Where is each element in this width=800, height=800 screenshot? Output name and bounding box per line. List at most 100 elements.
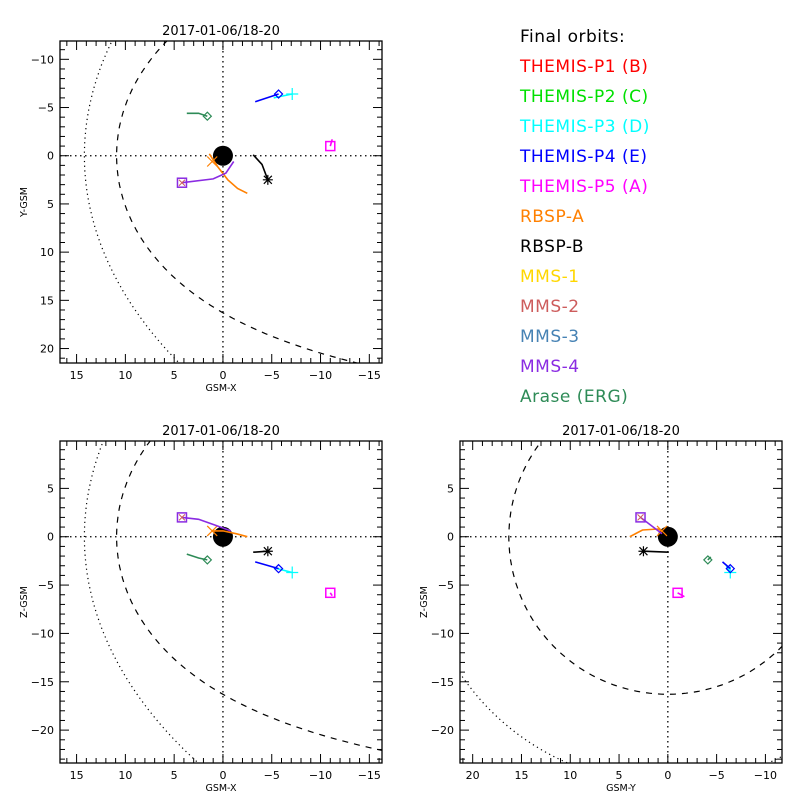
square-marker bbox=[325, 587, 336, 599]
legend-entry: MMS-2 bbox=[520, 297, 580, 317]
panel-xz: 15 10 5 0 −5 −10 −15 5 0 −5 −10 −15 −20 2017-01-06/18… bbox=[19, 424, 383, 794]
y-tick-label: −15 bbox=[31, 676, 54, 689]
x-tick-label: 5 bbox=[171, 769, 178, 782]
legend-entry: THEMIS-P2 (C) bbox=[520, 87, 649, 107]
x-tick-label: −5 bbox=[264, 769, 280, 782]
x-tick-label: 15 bbox=[514, 769, 528, 782]
x-tick-label: −15 bbox=[358, 769, 381, 782]
x-tick-label: 0 bbox=[219, 769, 226, 782]
orbit-track bbox=[629, 528, 663, 538]
panel-title: 2017-01-06/18-20 bbox=[562, 424, 680, 439]
legend-entry: THEMIS-P1 (B) bbox=[520, 57, 649, 77]
plus-marker bbox=[286, 88, 299, 101]
orbit-track bbox=[640, 516, 663, 535]
x-marker bbox=[206, 156, 218, 167]
orbit-track bbox=[212, 530, 248, 538]
x-marker bbox=[206, 525, 218, 537]
x-tick-label: 5 bbox=[616, 769, 623, 782]
x-tick-label: 20 bbox=[466, 769, 480, 782]
magnetopause-line bbox=[116, 41, 360, 363]
x-axis-label: GSM-X bbox=[205, 783, 237, 794]
x-tick-label: −10 bbox=[309, 369, 332, 382]
square-marker bbox=[176, 512, 188, 523]
diamond-marker bbox=[273, 89, 284, 99]
panel-xy: 15 10 5 0 −5 −10 −15 −10 −5 0 5 10 15 20 2017-01-06/18… bbox=[19, 24, 383, 394]
y-tick-label: 10 bbox=[40, 246, 54, 259]
x-axis-label: GSM-Y bbox=[606, 783, 636, 794]
legend-entry: THEMIS-P4 (E) bbox=[520, 147, 648, 167]
x-tick-label: 5 bbox=[171, 369, 178, 382]
orbit-track bbox=[273, 93, 293, 99]
x-tick-label: −5 bbox=[264, 369, 280, 382]
legend-entry: THEMIS-P5 (A) bbox=[520, 177, 649, 197]
orbit-track bbox=[252, 154, 269, 181]
x-tick-label: 0 bbox=[664, 769, 671, 782]
plot-area bbox=[60, 441, 382, 763]
asterisk-marker bbox=[262, 546, 273, 557]
diamond-marker bbox=[273, 563, 284, 574]
y-tick-label: 0 bbox=[47, 531, 54, 544]
y-tick-label: −20 bbox=[431, 724, 454, 737]
y-tick-label: −10 bbox=[31, 627, 54, 640]
x-tick-label: −10 bbox=[309, 769, 332, 782]
mms-cluster-marker bbox=[637, 514, 644, 521]
y-tick-label: −5 bbox=[38, 102, 54, 115]
y-tick-label: 5 bbox=[47, 482, 54, 495]
square-marker bbox=[635, 512, 646, 523]
orbit-track bbox=[181, 161, 235, 184]
x-tick-label: 15 bbox=[70, 769, 84, 782]
diamond-marker bbox=[702, 555, 713, 565]
y-tick-label: 15 bbox=[40, 294, 54, 307]
mms-cluster-marker bbox=[178, 179, 186, 187]
x-tick-label: −5 bbox=[709, 769, 725, 782]
orbit-track bbox=[721, 561, 731, 570]
orbit-track bbox=[329, 592, 333, 597]
x-tick-label: −10 bbox=[754, 769, 777, 782]
asterisk-marker bbox=[262, 174, 273, 185]
y-tick-label: −5 bbox=[438, 579, 454, 592]
plot-frame bbox=[59, 40, 383, 364]
earth-disk bbox=[212, 526, 233, 547]
plot-area bbox=[60, 41, 382, 363]
orbit-track bbox=[254, 561, 279, 570]
diamond-marker bbox=[202, 555, 213, 565]
x-tick-label: −15 bbox=[358, 369, 381, 382]
plus-marker bbox=[286, 566, 299, 579]
y-tick-label: 5 bbox=[447, 482, 454, 495]
x-tick-label: 0 bbox=[219, 369, 226, 382]
legend-entry: RBSP-B bbox=[520, 237, 585, 257]
orbit-track bbox=[181, 516, 232, 532]
x-marker bbox=[656, 525, 668, 537]
y-tick-label: −5 bbox=[38, 579, 54, 592]
orbit-track bbox=[677, 592, 685, 598]
y-tick-label: −15 bbox=[431, 676, 454, 689]
square-marker bbox=[325, 140, 336, 152]
diamond-marker bbox=[202, 111, 213, 122]
diamond-marker bbox=[725, 563, 736, 574]
y-tick-label: 0 bbox=[47, 150, 54, 163]
panel-title: 2017-01-06/18-20 bbox=[162, 24, 280, 39]
asterisk-marker bbox=[638, 546, 649, 557]
x-tick-label: 15 bbox=[70, 369, 84, 382]
plot-area bbox=[460, 441, 782, 763]
y-axis-label: Z-GSM bbox=[19, 586, 30, 618]
legend-entries: THEMIS-P1 (B) THEMIS-P2 (C) THEMIS-P3 (D) T… bbox=[520, 52, 650, 407]
x-tick-label: 10 bbox=[118, 769, 132, 782]
orbit-track bbox=[208, 153, 248, 195]
orbit-track bbox=[707, 556, 712, 561]
earth-disk bbox=[212, 145, 233, 166]
panel-yz: 20 15 10 5 0 −5 −10 5 0 −5 −10 −15 −20 2017-01-06/18-… bbox=[419, 424, 783, 794]
y-tick-label: −10 bbox=[431, 627, 454, 640]
x-axis-label: GSM-X bbox=[205, 383, 237, 394]
panel-title: 2017-01-06/18-20 bbox=[162, 424, 280, 439]
y-axis-label: Y-GSM bbox=[19, 187, 30, 218]
y-tick-label: 0 bbox=[447, 531, 454, 544]
bow-shock-line bbox=[83, 441, 200, 763]
y-tick-label: 20 bbox=[40, 343, 54, 356]
legend-entry: MMS-4 bbox=[520, 357, 580, 377]
plot-frame bbox=[459, 440, 783, 764]
y-tick-label: −20 bbox=[31, 724, 54, 737]
square-marker bbox=[672, 587, 683, 599]
orbit-track bbox=[329, 139, 333, 147]
